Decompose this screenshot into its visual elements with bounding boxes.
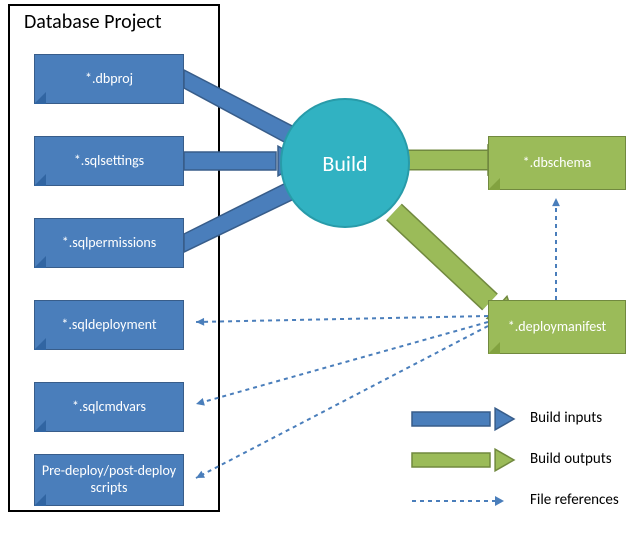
fold-corner: [34, 338, 46, 350]
input-box-sqlpermissions-label: *.sqlpermissions: [56, 235, 163, 252]
input-box-predeploy: Pre-deploy/post-deploy scripts: [34, 454, 184, 506]
input-box-sqlcmdvars: *.sqlcmdvars: [34, 382, 184, 432]
input-box-sqlpermissions: *.sqlpermissions: [34, 218, 184, 268]
fold-corner: [34, 256, 46, 268]
legend-file-references: File references: [530, 491, 619, 509]
diagram-canvas: Database Project Build *.dbproj *.sqlsett…: [0, 0, 640, 548]
output-box-dbschema: *.dbschema: [488, 136, 626, 190]
fold-corner: [34, 92, 46, 104]
legend-build-inputs: Build inputs: [530, 409, 602, 427]
legend-build-outputs: Build outputs: [530, 450, 612, 468]
output-box-deploymanifest-label: *.deploymanifest: [502, 319, 612, 336]
output-box-deploymanifest: *.deploymanifest: [488, 300, 626, 354]
input-box-dbproj-label: *.dbproj: [79, 71, 139, 88]
input-box-sqldeployment: *.sqldeployment: [34, 300, 184, 350]
fold-corner: [34, 174, 46, 186]
fold-corner: [34, 420, 46, 432]
input-box-sqlsettings-label: *.sqlsettings: [68, 153, 150, 170]
database-project-title: Database Project: [24, 10, 162, 34]
input-box-predeploy-label: Pre-deploy/post-deploy scripts: [35, 463, 183, 497]
input-box-sqlcmdvars-label: *.sqlcmdvars: [66, 399, 152, 416]
fold-corner: [488, 178, 500, 190]
output-box-dbschema-label: *.dbschema: [517, 155, 598, 172]
input-box-dbproj: *.dbproj: [34, 54, 184, 104]
build-node: Build: [280, 98, 410, 228]
input-box-sqlsettings: *.sqlsettings: [34, 136, 184, 186]
fold-corner: [488, 342, 500, 354]
fold-corner: [34, 494, 46, 506]
input-box-sqldeployment-label: *.sqldeployment: [55, 317, 162, 334]
build-label: Build: [322, 150, 367, 177]
